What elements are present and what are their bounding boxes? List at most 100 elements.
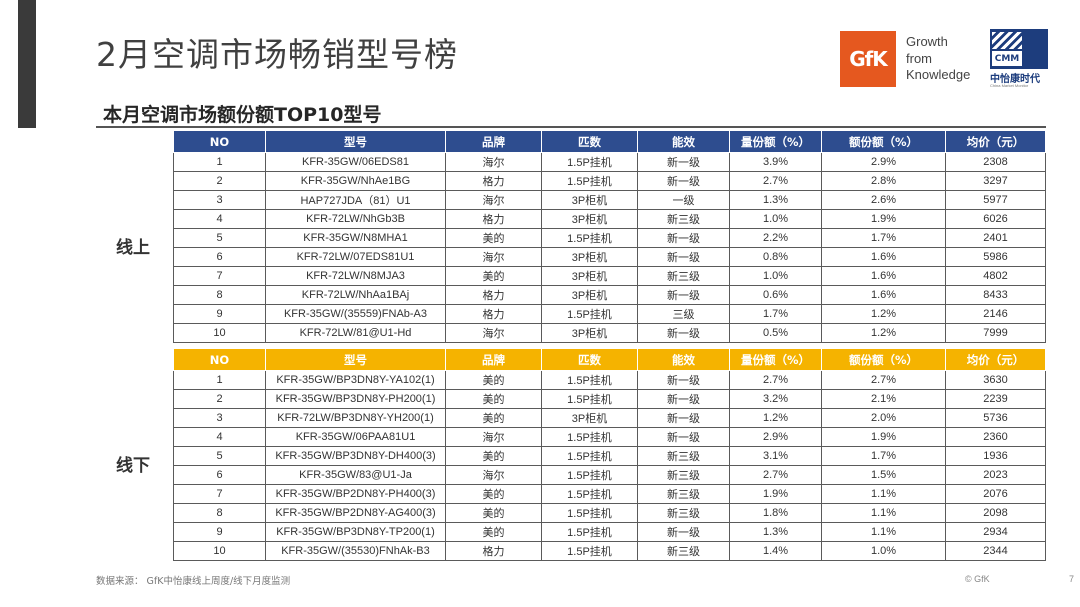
cell-col-brand: 美的 [445,389,542,409]
cell-col-value-share: 1.9% [821,209,946,229]
cell-col-volume-share: 3.2% [729,389,822,409]
cell-col-value-share: 1.9% [821,427,946,447]
cell-col-model: KFR-72LW/NhGb3B [265,209,446,229]
cell-col-no: 1 [173,152,266,172]
cell-col-volume-share: 1.4% [729,541,822,561]
cell-col-hp: 1.5P挂机 [541,522,638,542]
cell-col-model: KFR-35GW/BP3DN8Y-DH400(3) [265,446,446,466]
page-number: 7 [1069,574,1075,584]
cell-col-value-share: 1.6% [821,266,946,286]
cell-col-no: 2 [173,389,266,409]
cell-col-value-share: 1.1% [821,522,946,542]
table-header-row: NO 型号 品牌 匹数 能效 量份额（%） 额份额（%） 均价（元） [173,348,1046,371]
cell-col-avg-price: 5986 [945,247,1046,267]
table-row: 6 KFR-72LW/07EDS81U1 海尔 3P柜机 新一级 0.8% 1.6% 5986 [173,247,1046,267]
cell-col-model: KFR-35GW/BP2DN8Y-PH400(3) [265,484,446,504]
tagline-line: from [906,50,932,66]
cell-col-hp: 3P柜机 [541,266,638,286]
cell-col-avg-price: 7999 [945,323,1046,343]
cell-col-efficiency: 新三级 [637,209,730,229]
cell-col-model: KFR-72LW/07EDS81U1 [265,247,446,267]
cell-col-avg-price: 2023 [945,465,1046,485]
cell-col-model: KFR-72LW/NhAa1BAj [265,285,446,305]
cell-col-model: KFR-72LW/81@U1-Hd [265,323,446,343]
cell-col-no: 4 [173,427,266,447]
header-col-value-share: 额份额（%） [821,348,946,371]
table-row: 9 KFR-35GW/BP3DN8Y-TP200(1) 美的 1.5P挂机 新一级 1.3… [173,522,1046,542]
cell-col-avg-price: 3630 [945,370,1046,390]
cell-col-value-share: 2.6% [821,190,946,210]
cell-col-brand: 海尔 [445,247,542,267]
side-accent-bar [18,0,36,128]
cell-col-volume-share: 1.8% [729,503,822,523]
header-col-hp: 匹数 [541,348,638,371]
table-row: 8 KFR-72LW/NhAa1BAj 格力 3P柜机 新一级 0.6% 1.6% 8433 [173,285,1046,305]
table-row: 9 KFR-35GW/(35559)FNAb-A3 格力 1.5P挂机 三级 1.7% 1.… [173,304,1046,324]
cell-col-avg-price: 1936 [945,446,1046,466]
cell-col-volume-share: 2.9% [729,427,822,447]
cell-col-efficiency: 新一级 [637,171,730,191]
cell-col-value-share: 1.6% [821,285,946,305]
cell-col-avg-price: 4802 [945,266,1046,286]
cell-col-value-share: 1.5% [821,465,946,485]
cell-col-avg-price: 2401 [945,228,1046,248]
table-row: 1 KFR-35GW/06EDS81 海尔 1.5P挂机 新一级 3.9% 2.9% 2308 [173,152,1046,172]
cell-col-value-share: 1.1% [821,503,946,523]
cell-col-avg-price: 2098 [945,503,1046,523]
cell-col-hp: 1.5P挂机 [541,446,638,466]
cell-col-avg-price: 2239 [945,389,1046,409]
offline-section-label: 线下 [116,456,150,476]
cell-col-model: KFR-35GW/06EDS81 [265,152,446,172]
cell-col-hp: 3P柜机 [541,408,638,428]
cell-col-model: KFR-35GW/06PAA81U1 [265,427,446,447]
cell-col-avg-price: 5736 [945,408,1046,428]
cell-col-no: 3 [173,190,266,210]
gfk-logo: GfK [840,31,896,87]
cell-col-value-share: 2.0% [821,408,946,428]
cell-col-avg-price: 2146 [945,304,1046,324]
cell-col-no: 6 [173,465,266,485]
cell-col-brand: 海尔 [445,190,542,210]
cell-col-brand: 美的 [445,408,542,428]
cell-col-brand: 海尔 [445,323,542,343]
header-col-brand: 品牌 [445,130,542,153]
header-col-avg-price: 均价（元） [945,348,1046,371]
cell-col-volume-share: 1.3% [729,190,822,210]
cell-col-efficiency: 三级 [637,304,730,324]
table-row: 7 KFR-72LW/N8MJA3 美的 3P柜机 新三级 1.0% 1.6% 4802 [173,266,1046,286]
cell-col-model: KFR-35GW/83@U1-Ja [265,465,446,485]
cell-col-efficiency: 新一级 [637,370,730,390]
cell-col-efficiency: 新一级 [637,427,730,447]
cell-col-model: KFR-35GW/N8MHA1 [265,228,446,248]
cell-col-value-share: 2.9% [821,152,946,172]
header-col-model: 型号 [265,130,446,153]
cell-col-brand: 格力 [445,304,542,324]
tagline-line: Growth [906,34,948,49]
cell-col-hp: 1.5P挂机 [541,389,638,409]
cell-col-no: 7 [173,266,266,286]
cell-col-brand: 格力 [445,209,542,229]
cell-col-no: 9 [173,522,266,542]
cell-col-hp: 1.5P挂机 [541,427,638,447]
cell-col-volume-share: 0.5% [729,323,822,343]
cell-col-efficiency: 新一级 [637,285,730,305]
cell-col-brand: 格力 [445,171,542,191]
cell-col-no: 8 [173,503,266,523]
header-col-volume-share: 量份额（%） [729,348,822,371]
cell-col-efficiency: 新一级 [637,247,730,267]
cell-col-efficiency: 新三级 [637,446,730,466]
cell-col-volume-share: 1.0% [729,266,822,286]
header-col-no: NO [173,130,266,153]
cell-col-efficiency: 一级 [637,190,730,210]
cell-col-avg-price: 6026 [945,209,1046,229]
table-header-row: NO 型号 品牌 匹数 能效 量份额（%） 额份额（%） 均价（元） [173,130,1046,153]
table-row: 5 KFR-35GW/BP3DN8Y-DH400(3) 美的 1.5P挂机 新三级 3.1… [173,446,1046,466]
cell-col-hp: 1.5P挂机 [541,484,638,504]
cell-col-brand: 美的 [445,266,542,286]
cell-col-no: 4 [173,209,266,229]
table-row: 8 KFR-35GW/BP2DN8Y-AG400(3) 美的 1.5P挂机 新三级 1.8… [173,503,1046,523]
cell-col-hp: 1.5P挂机 [541,370,638,390]
cell-col-hp: 3P柜机 [541,190,638,210]
cell-col-avg-price: 3297 [945,171,1046,191]
cell-col-hp: 1.5P挂机 [541,228,638,248]
